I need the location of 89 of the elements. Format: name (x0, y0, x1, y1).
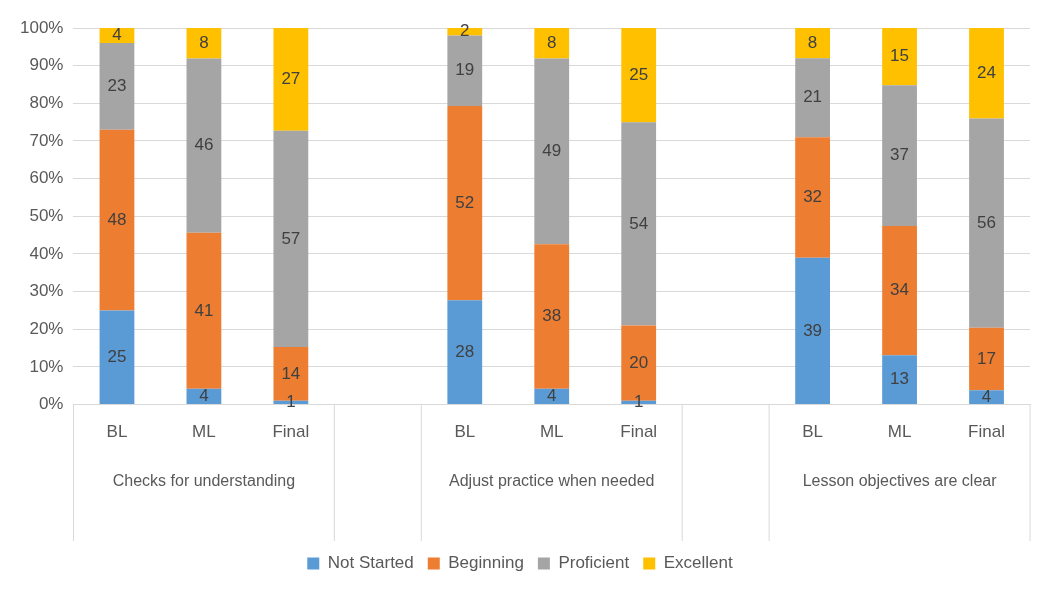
bar (186, 232, 222, 389)
data-label: 52 (455, 192, 475, 212)
bar (969, 327, 1004, 391)
legend-label: Excellent (663, 553, 733, 573)
text: Adjust practice when needed (449, 472, 655, 490)
y-tick-label: 60% (29, 168, 64, 188)
bar (882, 355, 917, 405)
data-label: 48 (107, 209, 127, 229)
bar (186, 28, 222, 59)
text: Checks for understanding (112, 472, 296, 490)
y-tick-label: 80% (29, 93, 64, 113)
x-tick-label: Final (968, 422, 1005, 442)
x-tick-label: Final (620, 422, 658, 442)
y-tick-label: 10% (29, 356, 64, 376)
bar (969, 118, 1004, 328)
bar (99, 310, 135, 405)
bar (795, 137, 830, 258)
x-tick-label: BL (106, 422, 128, 442)
bar (621, 28, 657, 123)
y-tick-label: 40% (29, 243, 64, 263)
y-tick-label: 100% (20, 17, 64, 37)
x-tick-label: ML (539, 422, 564, 442)
text: Lesson objectives are clear (802, 472, 998, 490)
data-label: 32 (803, 187, 823, 207)
data-label: 21 (803, 87, 823, 107)
bar (534, 244, 570, 389)
bar (186, 58, 222, 233)
bar (534, 58, 570, 245)
data-label: 56 (977, 212, 996, 232)
x-tick-label: ML (887, 422, 912, 442)
y-tick-label: 30% (29, 281, 64, 301)
bar (882, 226, 917, 356)
data-label: 14 (281, 363, 301, 383)
y-tick-label: 90% (29, 55, 64, 75)
bar (882, 28, 917, 86)
x-tick-label: BL (802, 422, 824, 442)
data-label: 20 (629, 352, 649, 372)
bar (273, 130, 309, 347)
data-label: 54 (629, 213, 649, 233)
data-label: 17 (977, 348, 996, 368)
data-label: 41 (194, 300, 214, 320)
data-label: 25 (107, 346, 127, 366)
data-label: 46 (194, 135, 214, 155)
data-label: 37 (890, 145, 910, 165)
y-tick-label: 0% (38, 394, 64, 414)
bar (447, 300, 483, 405)
data-label: 15 (890, 46, 910, 66)
data-label: 8 (199, 32, 209, 52)
data-label: 8 (547, 32, 557, 52)
x-tick-label: BL (454, 422, 476, 442)
bar (795, 257, 830, 405)
data-label: 4 (547, 386, 557, 406)
data-label: 25 (629, 64, 649, 84)
data-label: 34 (890, 280, 910, 300)
y-tick-label: 20% (29, 318, 64, 338)
bar (621, 122, 657, 326)
bar (447, 35, 483, 106)
data-label: 13 (890, 369, 910, 389)
data-label: 49 (542, 141, 562, 161)
data-label: 19 (455, 60, 475, 80)
data-label: 38 (542, 306, 562, 326)
data-label: 4 (199, 386, 209, 406)
x-tick-label: Final (272, 422, 310, 442)
data-label: 27 (281, 69, 301, 89)
data-label: 4 (981, 386, 992, 406)
y-tick-label: 70% (29, 130, 64, 150)
legend-label: Not Started (327, 553, 414, 573)
bar (99, 129, 135, 311)
bar (795, 58, 830, 138)
data-label: 4 (112, 25, 122, 45)
data-label: 57 (281, 228, 301, 248)
bar (99, 43, 135, 130)
bar (795, 28, 830, 59)
data-label: 1 (286, 392, 296, 412)
x-tick-label: ML (192, 422, 216, 442)
data-label: 1 (633, 392, 644, 412)
bar (882, 85, 917, 227)
bar (534, 28, 570, 59)
data-label: 24 (977, 62, 996, 82)
bar (969, 28, 1004, 119)
data-label: 28 (455, 341, 475, 361)
data-label: 39 (803, 320, 823, 340)
legend-label: Proficient (558, 553, 630, 573)
data-label: 23 (107, 76, 127, 96)
y-tick-label: 50% (29, 205, 64, 225)
bar (447, 105, 483, 301)
bar (273, 28, 309, 131)
legend-label: Beginning (448, 553, 524, 573)
data-label: 8 (807, 32, 818, 52)
